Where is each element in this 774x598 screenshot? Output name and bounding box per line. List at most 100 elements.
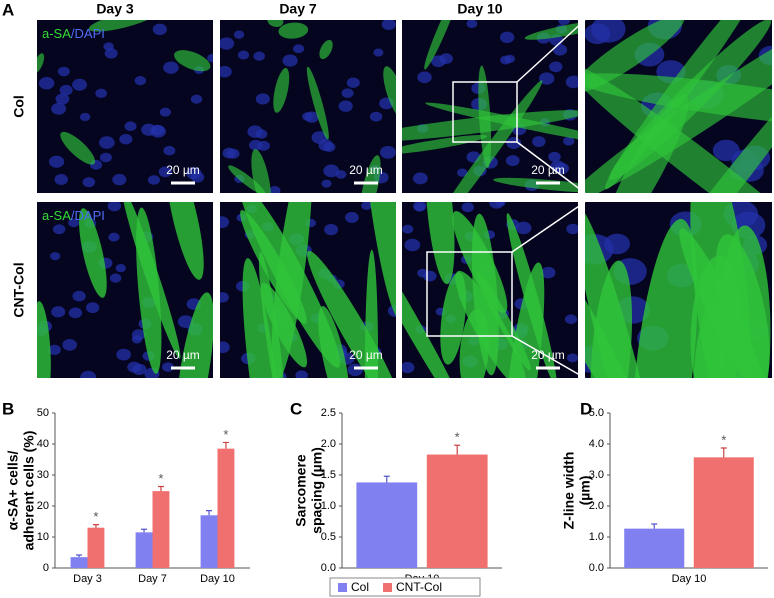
scale-bar-label: 20 µm bbox=[166, 163, 200, 177]
column-header: Day 3 bbox=[96, 1, 134, 17]
y-axis-label: adherent cells (%) bbox=[21, 431, 37, 551]
micrograph bbox=[220, 20, 396, 193]
stain-blue: /DAPI bbox=[71, 26, 105, 41]
nucleus bbox=[504, 54, 516, 64]
cell bbox=[452, 211, 508, 313]
nucleus bbox=[116, 348, 132, 361]
scale-bar-label: 20 µm bbox=[166, 348, 200, 362]
micrograph bbox=[220, 202, 396, 378]
nucleus bbox=[361, 202, 372, 210]
nucleus bbox=[159, 107, 172, 117]
nucleus bbox=[505, 155, 520, 167]
y-tick-label: 5.0 bbox=[589, 407, 604, 419]
micrograph bbox=[37, 20, 213, 193]
micrograph bbox=[585, 202, 772, 378]
error-bar bbox=[141, 528, 148, 533]
bar bbox=[217, 448, 235, 568]
cell bbox=[524, 20, 578, 40]
y-tick-label: 0 bbox=[43, 562, 49, 574]
nucleus bbox=[51, 102, 67, 115]
cell bbox=[440, 272, 467, 365]
cell bbox=[267, 20, 284, 27]
nucleus bbox=[112, 173, 127, 186]
nucleus bbox=[72, 78, 88, 91]
nucleus bbox=[563, 136, 575, 146]
nucleus bbox=[141, 123, 157, 136]
cell bbox=[37, 53, 45, 73]
cell bbox=[242, 258, 282, 378]
y-tick-label: 0.0 bbox=[321, 562, 336, 574]
nucleus bbox=[99, 152, 112, 163]
nucleus bbox=[461, 202, 474, 213]
cell bbox=[585, 20, 685, 93]
legend-box bbox=[329, 577, 481, 597]
nucleus bbox=[207, 53, 213, 63]
zoom-line bbox=[516, 19, 586, 83]
cell bbox=[37, 301, 51, 378]
y-tick-label: 30 bbox=[37, 469, 49, 481]
micrograph bbox=[37, 202, 213, 378]
column-header: Day 10 bbox=[457, 1, 502, 17]
nucleus bbox=[591, 20, 626, 43]
bar bbox=[152, 491, 170, 568]
nucleus bbox=[439, 53, 453, 64]
nucleus bbox=[304, 111, 319, 123]
nucleus bbox=[51, 306, 66, 318]
nucleus bbox=[253, 51, 266, 61]
stain-label: a-SA/DAPI bbox=[42, 208, 105, 223]
nucleus bbox=[249, 139, 263, 151]
micrograph bbox=[402, 20, 578, 193]
y-tick-label: 40 bbox=[37, 438, 49, 450]
legend: Col CNT-Col bbox=[329, 577, 481, 597]
nucleus bbox=[566, 353, 578, 363]
y-tick-label: 50 bbox=[37, 407, 49, 419]
y-tick-label: 0.0 bbox=[589, 562, 604, 574]
bar bbox=[356, 482, 418, 568]
nucleus bbox=[103, 42, 114, 51]
zoom-line bbox=[511, 335, 586, 379]
y-tick-label: 0.5 bbox=[321, 531, 336, 543]
nucleus bbox=[131, 335, 143, 344]
cell bbox=[174, 50, 211, 72]
cell bbox=[425, 202, 455, 285]
nucleus bbox=[423, 270, 437, 282]
nucleus bbox=[564, 314, 578, 325]
y-tick-label: 2.0 bbox=[321, 438, 336, 450]
panel-label: C bbox=[290, 399, 302, 418]
nucleus bbox=[124, 121, 137, 132]
stain-green: a-SA bbox=[42, 26, 71, 41]
cell bbox=[493, 177, 578, 193]
cell bbox=[307, 250, 396, 378]
bar bbox=[624, 528, 685, 568]
y-tick-label: 20 bbox=[37, 500, 49, 512]
nucleus bbox=[345, 211, 359, 223]
row-label: Col bbox=[11, 95, 27, 118]
nucleus bbox=[515, 221, 532, 235]
nucleus bbox=[38, 77, 55, 90]
zoom-line bbox=[516, 141, 586, 194]
cell bbox=[251, 149, 272, 193]
nucleus bbox=[269, 186, 281, 193]
nucleus bbox=[147, 175, 160, 185]
error-bar bbox=[383, 475, 390, 483]
cell bbox=[121, 202, 181, 359]
bar bbox=[426, 454, 488, 568]
micrograph bbox=[585, 20, 772, 193]
significance: * bbox=[455, 430, 460, 445]
micrograph bbox=[402, 202, 578, 378]
row-label: CNT-Col bbox=[11, 262, 27, 317]
y-axis-label: spacing (µm) bbox=[309, 447, 325, 534]
cell bbox=[166, 202, 204, 280]
scale-bar-label: 20 µm bbox=[349, 163, 383, 177]
nucleus bbox=[190, 94, 203, 104]
nucleus bbox=[548, 151, 561, 162]
nucleus bbox=[220, 216, 230, 229]
x-tick-label: Day 10 bbox=[672, 573, 707, 585]
nucleus bbox=[80, 370, 97, 378]
nucleus bbox=[346, 77, 360, 88]
nucleus bbox=[59, 84, 73, 96]
nucleus bbox=[162, 362, 174, 372]
nucleus bbox=[541, 266, 556, 279]
error-bar bbox=[651, 523, 658, 529]
cell bbox=[79, 208, 107, 298]
